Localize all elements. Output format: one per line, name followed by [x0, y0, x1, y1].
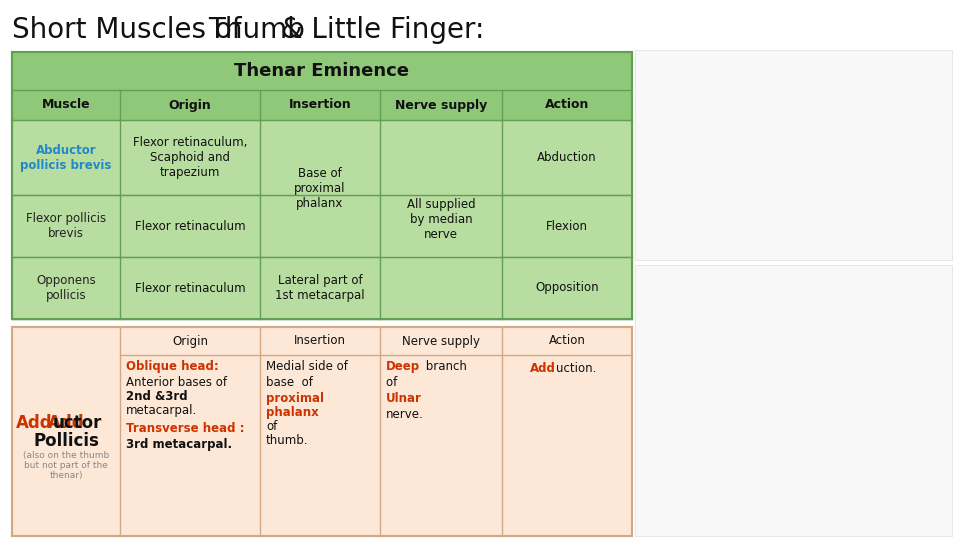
Text: metacarpal.: metacarpal.: [126, 404, 197, 417]
Text: Flexor retinaculum,
Scaphoid and
trapezium: Flexor retinaculum, Scaphoid and trapezi…: [132, 136, 247, 179]
Text: base  of: base of: [266, 376, 313, 389]
Text: branch: branch: [422, 360, 467, 373]
Bar: [12, 257, 632, 319]
Bar: [12, 327, 632, 536]
Text: Thenar Eminence: Thenar Eminence: [234, 62, 410, 80]
Bar: [381, 256, 501, 258]
Text: All supplied
by median
nerve: All supplied by median nerve: [407, 198, 475, 241]
Text: of: of: [386, 376, 401, 389]
Text: Medial side of: Medial side of: [266, 360, 348, 373]
Text: Oblique head:: Oblique head:: [126, 360, 219, 373]
Text: uctor: uctor: [53, 415, 102, 433]
Text: Transverse head :: Transverse head :: [126, 422, 245, 435]
Text: Nerve supply: Nerve supply: [395, 98, 487, 111]
Text: Origin: Origin: [172, 334, 208, 348]
Text: Deep: Deep: [386, 360, 420, 373]
Text: phalanx: phalanx: [266, 406, 319, 419]
Text: Anterior bases of: Anterior bases of: [126, 376, 227, 389]
Bar: [12, 52, 632, 319]
Text: Nerve supply: Nerve supply: [402, 334, 480, 348]
Text: thumb.: thumb.: [266, 434, 308, 447]
Text: & Little Finger:: & Little Finger:: [272, 16, 485, 44]
Text: Pollicis: Pollicis: [33, 433, 99, 450]
Bar: [12, 120, 632, 195]
Text: Abductor
pollicis brevis: Abductor pollicis brevis: [20, 144, 111, 172]
Text: Flexion: Flexion: [546, 219, 588, 233]
Text: of: of: [266, 420, 277, 433]
Text: Add: Add: [530, 362, 556, 375]
Bar: [635, 50, 952, 260]
Text: Short Muscles of: Short Muscles of: [12, 16, 251, 44]
Text: Action: Action: [548, 334, 586, 348]
Text: Flexor pollicis
brevis: Flexor pollicis brevis: [26, 212, 106, 240]
Text: (also on the thumb
but not part of the
thenar): (also on the thumb but not part of the t…: [23, 450, 109, 481]
Bar: [12, 327, 632, 536]
Text: Insertion: Insertion: [294, 334, 346, 348]
Text: Add: Add: [48, 415, 84, 433]
Text: Add: Add: [16, 415, 53, 433]
Bar: [12, 195, 632, 257]
Text: Action: Action: [545, 98, 589, 111]
Bar: [635, 265, 952, 536]
Text: Flexor retinaculum: Flexor retinaculum: [134, 281, 246, 294]
Text: proximal: proximal: [266, 392, 324, 405]
Text: nerve.: nerve.: [386, 408, 423, 421]
Text: Muscle: Muscle: [41, 98, 90, 111]
Text: uction.: uction.: [556, 362, 596, 375]
Text: Lateral part of
1st metacarpal: Lateral part of 1st metacarpal: [276, 274, 365, 302]
Bar: [261, 194, 379, 196]
Bar: [12, 52, 632, 319]
Text: Base of
proximal
phalanx: Base of proximal phalanx: [295, 167, 346, 210]
Text: Opposition: Opposition: [535, 281, 599, 294]
Text: 2nd &3rd: 2nd &3rd: [126, 390, 187, 403]
Text: Opponens
pollicis: Opponens pollicis: [36, 274, 96, 302]
Text: Insertion: Insertion: [289, 98, 351, 111]
Text: Flexor retinaculum: Flexor retinaculum: [134, 219, 246, 233]
Text: Ulnar: Ulnar: [386, 392, 421, 405]
Text: Abduction: Abduction: [538, 151, 597, 164]
Text: Origin: Origin: [169, 98, 211, 111]
Text: Thumb: Thumb: [208, 16, 305, 44]
Text: 3rd metacarpal.: 3rd metacarpal.: [126, 438, 232, 451]
Bar: [381, 194, 501, 196]
